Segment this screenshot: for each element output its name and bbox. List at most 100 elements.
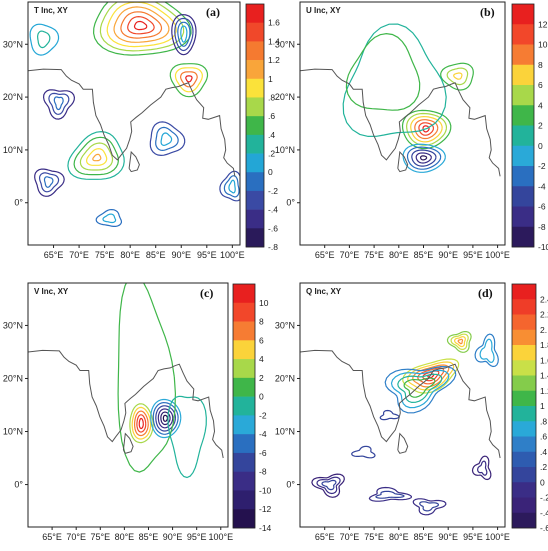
colorbar-label: .8 bbox=[268, 92, 275, 102]
panel-title: V Inc, XY bbox=[34, 287, 69, 296]
x-tick-label: 100°E bbox=[220, 250, 245, 260]
colorbar-swatch bbox=[233, 302, 255, 322]
x-tick-label: 75°E bbox=[95, 250, 115, 260]
colorbar-swatch bbox=[512, 497, 536, 514]
colorbar-label: 6 bbox=[538, 80, 543, 90]
contour-line bbox=[474, 333, 499, 368]
colorbar-label: .2 bbox=[540, 462, 547, 472]
contour-line bbox=[120, 11, 163, 39]
y-tick-label: 10°N bbox=[275, 145, 295, 155]
panel-d: Q Inc, XY (d) 65°E 70°E 75°E 80°E 85°E 90°E 95°E… bbox=[275, 282, 548, 542]
contour-line bbox=[453, 336, 466, 348]
contour-line bbox=[180, 25, 188, 43]
contour-line bbox=[155, 126, 179, 152]
x-tick-label: 65°E bbox=[315, 250, 335, 260]
x-tick-label: 90°E bbox=[438, 250, 458, 260]
contour-line bbox=[179, 71, 198, 88]
colorbar-swatch bbox=[512, 24, 534, 45]
contour-line bbox=[342, 23, 447, 138]
contour-line bbox=[167, 395, 207, 479]
colorbar-swatch bbox=[512, 206, 534, 228]
contour-line bbox=[422, 125, 430, 133]
panel-b: U Inc, XY (b) 65°E 70°E 75°E 80°E 85°E 90°E 95°E… bbox=[275, 1, 548, 260]
colorbar-swatch bbox=[512, 4, 534, 25]
contour-line bbox=[106, 2, 177, 48]
colorbar-frame bbox=[232, 283, 256, 529]
contour-line bbox=[92, 153, 102, 162]
colorbar-label: 2. bbox=[540, 325, 547, 335]
x-tick-label: 85°E bbox=[146, 250, 166, 260]
contour-line bbox=[450, 333, 469, 351]
contour-line bbox=[149, 121, 186, 157]
panel-label: (d) bbox=[478, 286, 493, 300]
colorbar-swatch bbox=[233, 471, 255, 491]
contour-line bbox=[414, 119, 439, 140]
contour-line bbox=[171, 14, 197, 56]
colorbar-label: 1.2 bbox=[268, 55, 280, 65]
colorbar-label: -6 bbox=[259, 448, 267, 458]
contour-line bbox=[410, 115, 443, 143]
coastline bbox=[28, 349, 224, 459]
x-tick-label: 80°E bbox=[389, 250, 409, 260]
coastline-sri-lanka bbox=[397, 432, 409, 454]
colorbar-swatch bbox=[512, 360, 536, 376]
contour-line bbox=[446, 331, 472, 353]
contour-line bbox=[92, 2, 192, 56]
y-tick-label: 30°N bbox=[3, 39, 23, 49]
colorbar-swatch bbox=[246, 60, 264, 80]
colorbar-label: -.8 bbox=[268, 242, 278, 252]
colorbar-frame bbox=[511, 3, 535, 248]
colorbar-label: 0 bbox=[540, 477, 545, 487]
colorbar-label: 4 bbox=[538, 100, 543, 110]
colorbar-swatch bbox=[512, 390, 536, 407]
x-tick-label: 75°E bbox=[90, 532, 110, 542]
contour-line bbox=[48, 92, 70, 115]
colorbar-label: .4 bbox=[268, 130, 275, 140]
colorbar-label: 1.8 bbox=[540, 340, 548, 350]
contour-line bbox=[390, 369, 450, 409]
colorbar-label: 0 bbox=[259, 392, 264, 402]
colorbar-swatch bbox=[512, 125, 534, 147]
colorbar-swatch bbox=[233, 340, 255, 360]
x-tick-label: 70°E bbox=[340, 532, 360, 542]
x-tick-label: 70°E bbox=[69, 250, 89, 260]
colorbar-label: -8 bbox=[538, 222, 546, 232]
colorbar-swatch bbox=[512, 482, 536, 498]
contour-line bbox=[129, 403, 154, 444]
colorbar-label: -4 bbox=[259, 429, 267, 439]
colorbar-label: .2 bbox=[268, 149, 275, 159]
contour-line bbox=[384, 365, 457, 414]
colorbar-label: -.2 bbox=[540, 493, 548, 503]
plot-frame bbox=[27, 1, 241, 246]
colorbar-label: 2 bbox=[259, 373, 264, 383]
colorbar-label: 10 bbox=[259, 298, 269, 308]
y-tick-label: 20°N bbox=[275, 92, 295, 102]
colorbar-label: 1 bbox=[540, 401, 545, 411]
colorbar-label: 1.2 bbox=[540, 386, 548, 396]
contour-line bbox=[412, 498, 447, 516]
colorbar-swatch bbox=[512, 166, 534, 187]
contour-line bbox=[379, 409, 400, 421]
colorbar-swatch bbox=[512, 64, 534, 86]
coastline-sri-lanka bbox=[122, 432, 134, 454]
colorbar-label: -10 bbox=[538, 242, 548, 252]
y-tick-label: 20°N bbox=[275, 373, 295, 383]
colorbar-swatch bbox=[246, 134, 264, 154]
colorbar-swatch bbox=[233, 434, 255, 454]
colorbar-swatch bbox=[246, 228, 264, 248]
colorbar-swatch bbox=[233, 509, 255, 529]
contour-line bbox=[127, 15, 155, 35]
x-tick-label: 65°E bbox=[42, 532, 62, 542]
colorbar-swatch bbox=[512, 226, 534, 248]
contour-line bbox=[73, 136, 120, 176]
colorbar-swatch bbox=[246, 4, 264, 23]
colorbar-label: 2.4 bbox=[540, 294, 548, 304]
colorbar-label: -.6 bbox=[540, 523, 548, 533]
y-tick-label: 30°N bbox=[275, 39, 295, 49]
x-tick-label: 80°E bbox=[389, 532, 409, 542]
colorbar-swatch bbox=[512, 299, 536, 315]
coastline bbox=[300, 349, 501, 459]
colorbar-swatch bbox=[512, 44, 534, 66]
contour-line bbox=[136, 414, 147, 433]
y-tick-label: 10°N bbox=[275, 427, 295, 437]
